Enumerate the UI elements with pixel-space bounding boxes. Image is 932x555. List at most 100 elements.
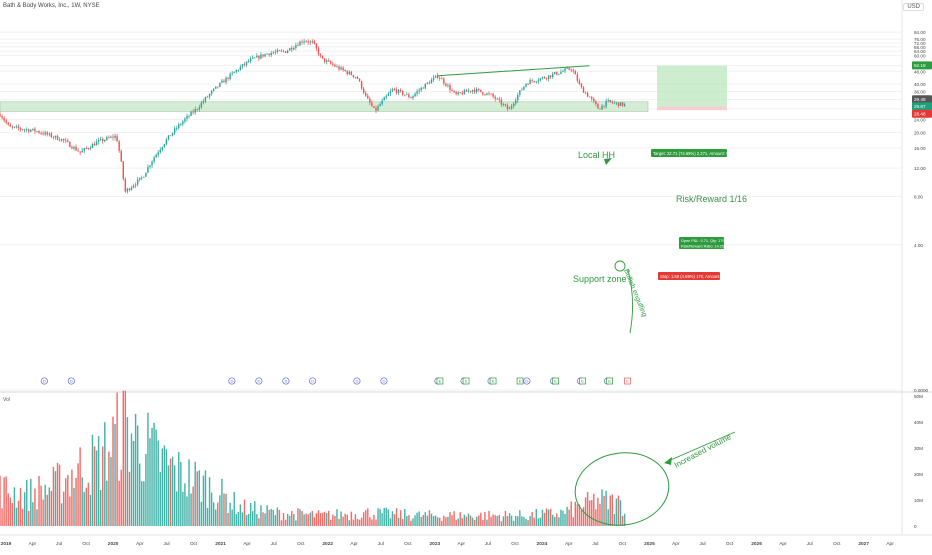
candle-body — [338, 66, 340, 70]
volume-bar — [286, 513, 289, 526]
volume-bar — [204, 470, 207, 526]
candle-body — [165, 139, 168, 145]
volume-bar — [484, 511, 486, 526]
candle-body — [379, 104, 381, 107]
time-tick-label: 2025 — [644, 541, 655, 547]
time-tick-label: Oct — [404, 541, 412, 547]
target-zone[interactable] — [657, 65, 727, 107]
volume-bar — [241, 512, 244, 526]
candle-body — [334, 64, 336, 67]
volume-bar — [116, 392, 118, 526]
candle-body — [418, 90, 420, 92]
volume-bar — [219, 495, 221, 526]
dividend-marker[interactable] — [380, 377, 388, 385]
earnings-marker-label: E — [519, 379, 522, 384]
candle-body — [291, 48, 293, 50]
volume-bar — [124, 390, 127, 526]
candle-body — [215, 86, 217, 89]
time-tick-label: Apr — [350, 541, 358, 547]
volume-bar — [611, 494, 614, 526]
volume-bar — [369, 517, 371, 526]
time-tick-label: Jul — [485, 541, 491, 547]
candle-body — [280, 50, 283, 52]
volume-bar — [603, 495, 605, 526]
volume-bar — [245, 515, 248, 526]
volume-bar — [305, 513, 307, 526]
candle-body — [461, 92, 464, 95]
candle-body — [145, 172, 147, 177]
volume-bar — [586, 492, 589, 526]
candle-body — [356, 77, 359, 79]
annotation-bullish-engulfing: Bullish engulfing — [622, 268, 648, 318]
volume-bar — [455, 519, 457, 526]
candle-body — [276, 50, 279, 52]
dividend-marker[interactable] — [353, 377, 361, 385]
earnings-marker[interactable] — [436, 377, 444, 385]
candle-body — [381, 100, 383, 105]
volume-bar — [32, 502, 34, 526]
candle-body — [494, 96, 496, 99]
earnings-marker[interactable] — [462, 377, 470, 385]
candle-body — [192, 111, 194, 113]
volume-bar — [188, 459, 190, 526]
dividend-marker[interactable] — [40, 377, 48, 385]
candle-body — [434, 75, 437, 78]
candle-body — [58, 139, 61, 141]
local-hh-trendline[interactable] — [437, 65, 590, 77]
dividend-marker[interactable] — [523, 377, 531, 385]
volume-bar — [362, 512, 365, 526]
earnings-marker-label: E — [492, 379, 495, 384]
volume-bar — [21, 508, 24, 526]
candle-body — [180, 124, 182, 126]
earnings-marker[interactable] — [579, 377, 586, 385]
volume-bar — [512, 520, 515, 526]
volume-bar — [356, 518, 359, 526]
candle-body — [38, 131, 40, 133]
candle-body — [486, 93, 488, 95]
dividend-marker[interactable] — [228, 377, 236, 385]
candle-body — [5, 120, 7, 123]
volume-bar — [480, 512, 482, 526]
candle-body — [227, 77, 229, 79]
price-tick-label: 36.00 — [914, 89, 926, 94]
currency-badge[interactable]: USD — [903, 3, 924, 11]
candle-body — [603, 105, 605, 107]
volume-bar — [319, 513, 322, 526]
earnings-marker[interactable] — [489, 377, 497, 385]
volume-bar — [97, 436, 100, 526]
volume-bar — [243, 499, 246, 526]
volume-bar — [475, 516, 478, 526]
price-tick-label: 12.00 — [914, 166, 926, 171]
earnings-marker[interactable] — [606, 377, 613, 385]
volume-bar — [198, 470, 201, 526]
price-badge-label: 28.48 — [914, 112, 926, 117]
earnings-marker[interactable] — [552, 377, 559, 385]
dividend-marker[interactable] — [67, 377, 75, 385]
stop-zone[interactable] — [657, 106, 727, 111]
volume-bar — [217, 502, 219, 526]
dividend-marker[interactable] — [309, 377, 317, 385]
annotation-increased-volume: Increased volume — [673, 432, 733, 470]
grid — [0, 31, 902, 391]
volume-bar — [560, 509, 562, 526]
volume-bar — [282, 513, 285, 526]
trendline-arrowhead — [604, 158, 612, 165]
time-tick-label: Jul — [699, 541, 705, 547]
candle-body — [367, 95, 369, 99]
price-tick-label: 40.00 — [914, 82, 926, 87]
volume-bar — [535, 509, 537, 526]
candle-body — [81, 150, 83, 153]
candle-body — [178, 124, 180, 129]
earnings-marker[interactable] — [624, 377, 631, 385]
candle-body — [473, 89, 476, 92]
dividend-marker[interactable] — [282, 377, 290, 385]
dividend-marker[interactable] — [255, 377, 263, 385]
volume-arrow-line — [665, 431, 736, 463]
earnings-marker[interactable] — [516, 377, 524, 385]
candle-body — [321, 55, 324, 59]
price-tick-label: 84.00 — [914, 30, 926, 35]
dividend-marker-label: D — [382, 379, 385, 384]
candle-body — [605, 100, 607, 107]
candle-body — [432, 77, 435, 80]
